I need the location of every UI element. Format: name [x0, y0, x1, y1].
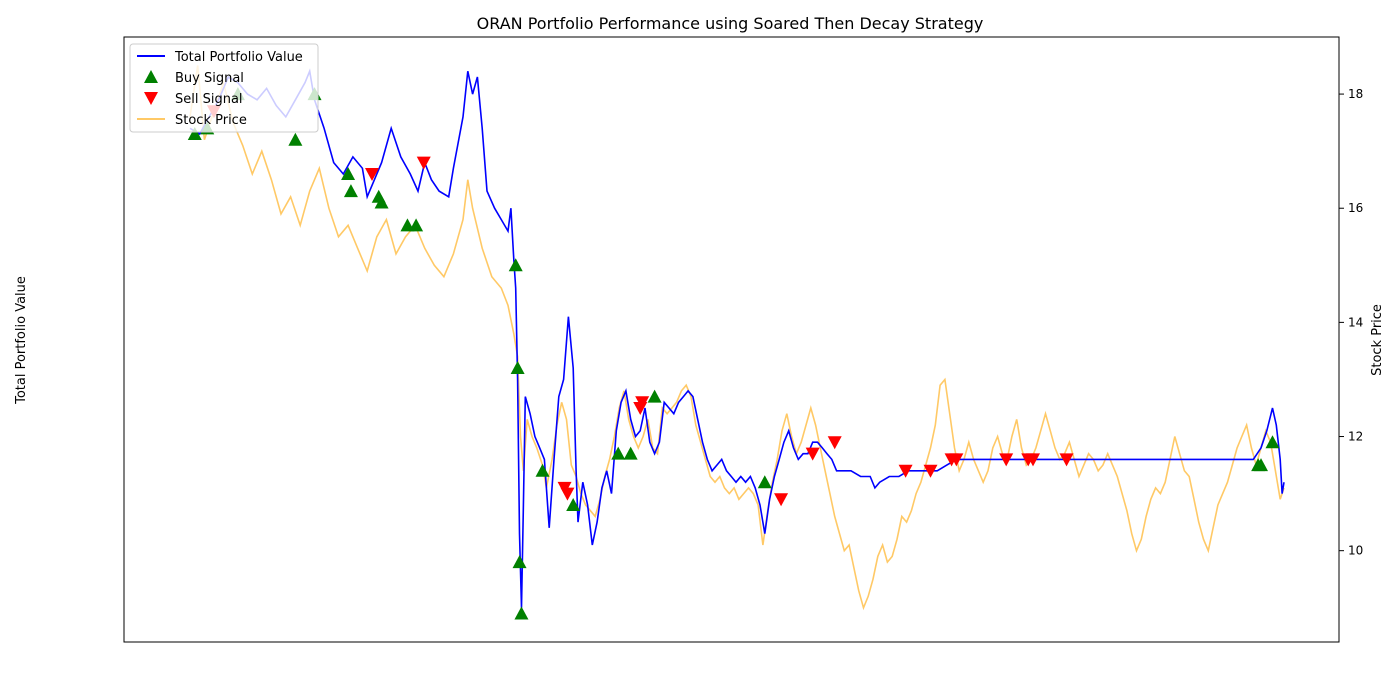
buy-signal-marker: [512, 555, 527, 569]
right-axis-label: Stock Price: [1370, 304, 1385, 376]
sell-signal-marker: [898, 464, 913, 478]
legend-sell-label: Sell Signal: [175, 92, 243, 107]
legend-buy-swatch: [144, 70, 158, 83]
sell-signal-marker: [560, 487, 575, 501]
sell-signal-marker: [635, 396, 650, 410]
buy-signal-marker: [508, 258, 523, 272]
sell-signal-marker: [1059, 453, 1074, 467]
buy-signal-marker: [409, 218, 424, 232]
buy-signal-marker: [374, 195, 389, 209]
buy-signal-marker: [187, 127, 202, 141]
buy-signal-marker: [611, 446, 626, 460]
legend-box: [129, 43, 319, 133]
buy-signal-marker: [343, 184, 358, 198]
buy-signal-marker: [647, 389, 662, 403]
legend-buy-label: Buy Signal: [175, 71, 244, 86]
right-tick-label: 16: [1348, 201, 1363, 215]
sell-signal-marker: [923, 464, 938, 478]
buy-signal-marker: [341, 166, 356, 180]
buy-signal-marker: [623, 446, 638, 460]
buy-signal-marker: [514, 606, 529, 620]
stock-price-line: [189, 65, 1285, 611]
right-tick-label: 14: [1348, 315, 1363, 329]
legend-stock-label: Stock Price: [175, 113, 247, 128]
buy-signal-marker: [757, 475, 772, 489]
sell-signal-marker: [949, 453, 964, 467]
legend: Total Portfolio Value Buy Signal Sell Si…: [129, 43, 319, 133]
sell-signal-marker: [416, 156, 431, 170]
sell-signal-marker: [365, 167, 380, 181]
left-axis-label: Total Portfolio Value: [14, 276, 29, 405]
right-tick-label: 18: [1348, 87, 1363, 101]
chart-title: ORAN Portfolio Performance using Soared …: [477, 14, 984, 33]
sell-signal-marker: [827, 436, 842, 450]
right-tick-label: 12: [1348, 430, 1363, 444]
right-tick-label: 10: [1348, 544, 1363, 558]
buy-signal-marker: [288, 132, 303, 146]
stock-price-layer: [189, 65, 1285, 611]
buy-signal-marker: [535, 463, 550, 477]
buy-signal-marker: [510, 361, 525, 375]
buy-signal-marker: [1265, 435, 1280, 449]
sell-signal-marker: [1026, 453, 1041, 467]
buy-signal-marker: [566, 498, 581, 512]
buy-signal-marker: [1254, 458, 1269, 472]
portfolio-layer: [189, 68, 1285, 608]
sell-signal-marker: [999, 453, 1014, 467]
legend-sell-swatch: [144, 92, 158, 105]
right-axis: 10 12 14 16 18: [1339, 87, 1363, 558]
sell-signal-marker: [805, 447, 820, 461]
legend-portfolio-label: Total Portfolio Value: [174, 50, 303, 65]
sell-signal-marker: [774, 493, 789, 507]
portfolio-value-line: [189, 68, 1285, 608]
